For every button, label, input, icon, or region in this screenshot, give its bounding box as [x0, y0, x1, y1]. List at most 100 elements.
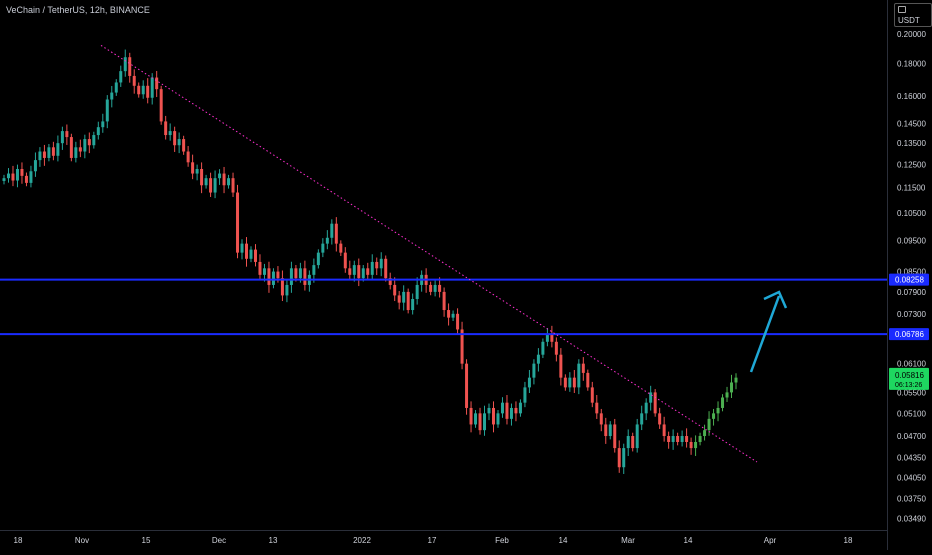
candle-body [11, 173, 15, 181]
candle-body [559, 354, 563, 378]
candle-body [698, 436, 702, 442]
candle-body [370, 261, 374, 275]
candle-body [662, 424, 666, 437]
candle-body [195, 169, 199, 174]
y-tick-label: 0.07900 [897, 288, 926, 297]
candle-body [105, 99, 109, 122]
candle-body [563, 377, 567, 388]
candle-body [330, 223, 334, 238]
candle-body [640, 413, 644, 425]
candle-body [168, 131, 172, 136]
candle-body [375, 261, 379, 269]
candle-body [527, 377, 531, 388]
candle-body [608, 424, 612, 437]
candle-body [518, 402, 522, 414]
candle-body [550, 333, 554, 342]
candle-body [577, 363, 581, 388]
candle-body [24, 175, 28, 183]
candle-body [599, 413, 603, 425]
candle-body [667, 436, 671, 442]
y-tick-label: 0.20000 [897, 30, 926, 39]
x-tick-label: 18 [844, 536, 853, 545]
candle-body [586, 372, 590, 388]
candle-body [545, 333, 549, 342]
candle-body [474, 413, 478, 425]
y-tick-label: 0.16000 [897, 92, 926, 101]
candle-body [60, 131, 64, 144]
candle-body [177, 139, 181, 146]
y-tick-label: 0.12500 [897, 161, 926, 170]
candle-body [47, 147, 51, 158]
candle-body [92, 135, 96, 146]
candle-body [74, 147, 78, 158]
candle-body [604, 424, 608, 437]
lock-icon [898, 6, 906, 14]
candle-body [114, 82, 118, 93]
candle-body [631, 436, 635, 449]
candle-body [258, 261, 262, 275]
candle-body [671, 436, 675, 442]
y-tick-label: 0.11500 [897, 184, 926, 193]
candle-body [78, 147, 82, 152]
y-tick-label: 0.14500 [897, 119, 926, 128]
x-tick-label: 18 [14, 536, 23, 545]
current-price-label: 0.05816 [895, 371, 924, 380]
y-tick-label: 0.03750 [897, 495, 926, 504]
candle-body [96, 127, 100, 136]
candle-body [680, 436, 684, 442]
currency-label: USDT [898, 16, 920, 25]
x-tick-label: 14 [559, 536, 568, 545]
y-tick-label: 0.10500 [897, 209, 926, 218]
y-tick-label: 0.18000 [897, 59, 926, 68]
candle-body [694, 441, 698, 449]
candle-body [262, 268, 266, 275]
candle-body [703, 430, 707, 437]
candle-body [442, 291, 446, 311]
candle-body [231, 178, 235, 193]
candle-body [393, 284, 397, 296]
candle-body [155, 77, 159, 90]
candle-body [689, 441, 693, 449]
candle-body [469, 407, 473, 425]
candle-body [249, 249, 253, 259]
level-badge [889, 328, 929, 341]
chart-title: VeChain / TetherUS, 12h, BINANCE [6, 5, 150, 15]
candle-body [460, 329, 464, 364]
candle-body [191, 162, 195, 174]
candle-body [303, 268, 307, 285]
candle-body [321, 243, 325, 253]
candle-body [397, 295, 401, 303]
candle-body [289, 268, 293, 285]
y-tick-label: 0.04050 [897, 473, 926, 482]
y-tick-label: 0.07300 [897, 310, 926, 319]
candle-body [186, 151, 190, 163]
candle-body [173, 131, 177, 146]
y-tick-label: 0.13500 [897, 139, 926, 148]
level-badge-label: 0.06786 [895, 330, 924, 339]
candle-body [182, 139, 186, 152]
candle-body [280, 278, 284, 296]
candle-body [721, 397, 725, 408]
candle-body [581, 363, 585, 373]
candle-body [536, 354, 540, 364]
candle-body [712, 413, 716, 419]
candle-body [433, 284, 437, 292]
candle-body [20, 169, 24, 176]
candle-body [649, 392, 653, 403]
candle-body [613, 424, 617, 449]
candle-body [119, 71, 123, 83]
candle-body [339, 243, 343, 253]
candle-body [487, 407, 491, 414]
candle-body [357, 265, 361, 279]
candle-body [312, 265, 316, 275]
y-tick-label: 0.05100 [897, 409, 926, 418]
x-tick-label: Nov [75, 536, 89, 545]
candle-body [622, 448, 626, 468]
candle-body [483, 413, 487, 431]
candle-body [15, 169, 19, 181]
currency-button[interactable]: USDT [894, 3, 932, 27]
candle-body [635, 424, 639, 449]
candle-body [51, 147, 55, 156]
